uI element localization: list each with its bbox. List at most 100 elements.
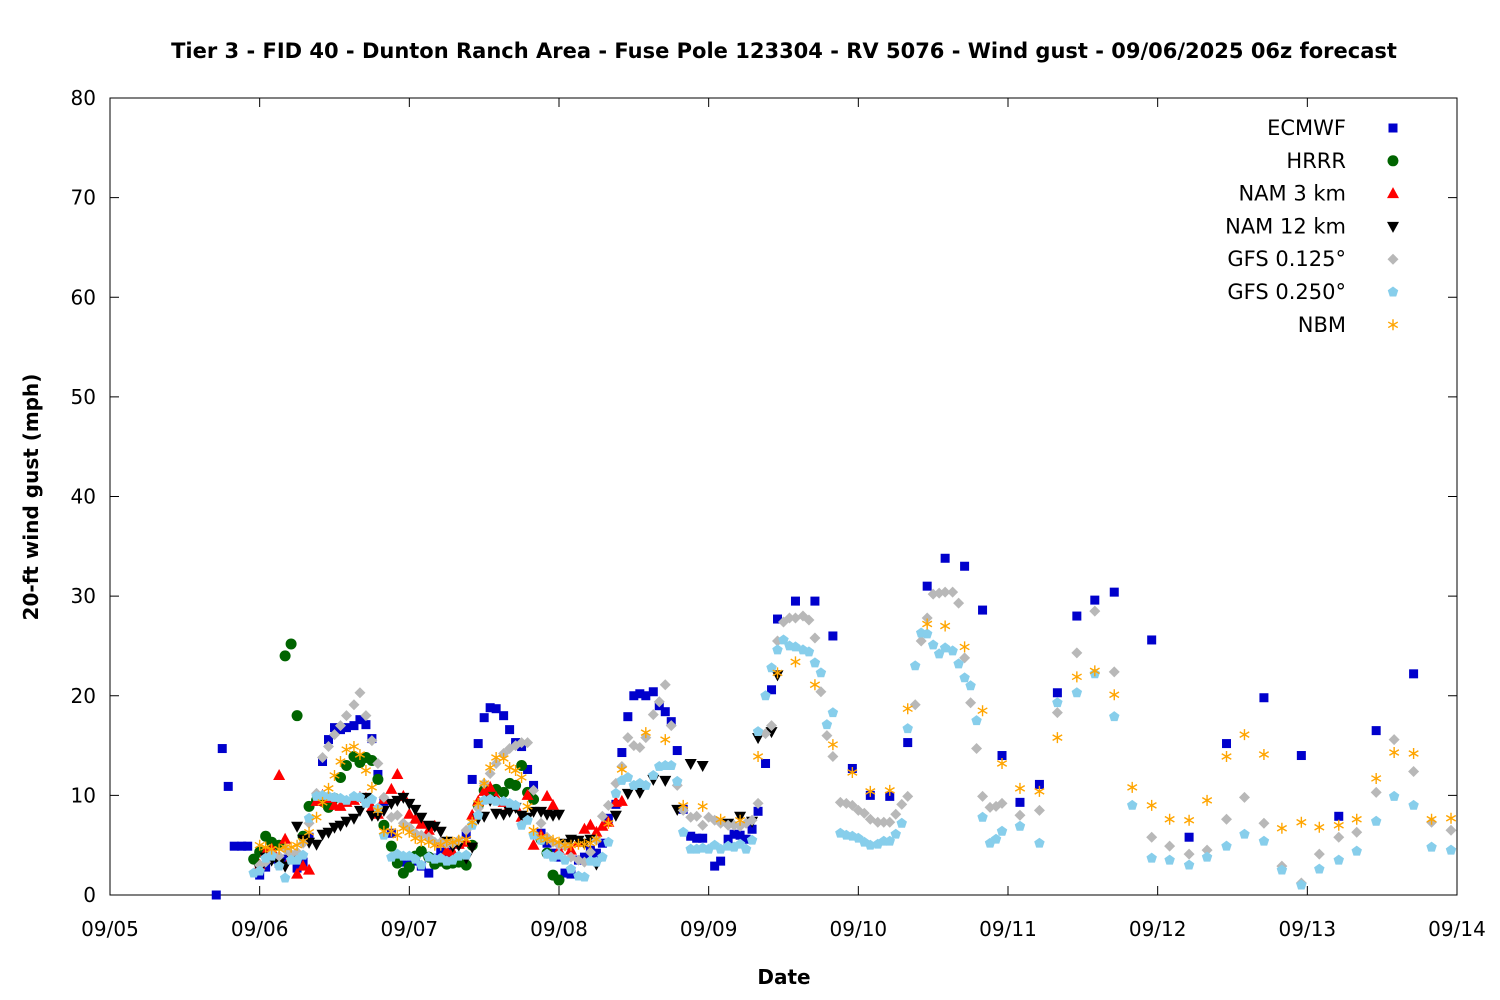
data-point xyxy=(603,817,614,829)
data-point xyxy=(1426,841,1437,852)
data-point xyxy=(884,816,896,828)
data-point xyxy=(285,638,297,650)
data-point xyxy=(505,725,515,735)
data-point xyxy=(678,799,689,811)
data-point xyxy=(1351,813,1362,825)
data-point xyxy=(340,759,352,771)
data-point xyxy=(640,727,651,739)
data-point xyxy=(827,751,839,763)
data-point xyxy=(1071,671,1082,683)
data-point xyxy=(491,704,501,714)
data-point xyxy=(960,561,970,571)
data-point xyxy=(790,596,800,606)
data-point xyxy=(729,829,739,839)
data-point xyxy=(697,819,709,831)
data-point xyxy=(578,822,591,834)
data-point xyxy=(547,834,559,846)
data-point xyxy=(1146,852,1157,863)
data-point xyxy=(523,764,533,774)
data-point xyxy=(978,605,988,615)
data-point xyxy=(1314,863,1325,874)
data-point xyxy=(1313,848,1325,860)
data-point xyxy=(467,774,477,784)
data-point xyxy=(322,827,335,839)
data-point xyxy=(1034,779,1044,789)
data-point xyxy=(684,758,697,770)
data-point xyxy=(280,854,290,864)
data-point xyxy=(752,726,764,737)
data-point xyxy=(660,707,670,717)
data-point xyxy=(479,777,490,789)
legend-label: GFS 0.125° xyxy=(1227,247,1346,271)
data-point xyxy=(971,715,982,726)
data-point xyxy=(428,821,441,833)
data-point xyxy=(765,727,778,739)
legend-marker xyxy=(1387,155,1399,167)
data-point xyxy=(965,697,977,709)
data-point xyxy=(672,746,682,756)
y-axis-label: 20-ft wind gust (mph) xyxy=(19,374,43,621)
data-point xyxy=(616,763,627,775)
data-point xyxy=(1258,817,1270,829)
data-point xyxy=(591,848,601,858)
data-point xyxy=(635,689,645,699)
data-point xyxy=(1296,751,1306,761)
data-point xyxy=(1090,595,1100,605)
data-point xyxy=(1127,781,1138,793)
data-point xyxy=(279,832,292,844)
data-point xyxy=(828,631,838,641)
data-point xyxy=(334,720,346,732)
data-point xyxy=(434,826,447,838)
legend-label: NAM 12 km xyxy=(1225,214,1346,238)
data-point xyxy=(535,831,547,843)
data-point xyxy=(485,761,496,773)
data-point xyxy=(354,791,366,802)
data-point xyxy=(274,843,285,855)
data-point xyxy=(1014,809,1026,821)
data-point xyxy=(547,798,560,810)
data-point xyxy=(1034,785,1045,797)
data-point xyxy=(460,849,472,860)
x-tick-label: 09/05 xyxy=(81,917,139,941)
x-tick-label: 09/14 xyxy=(1428,917,1486,941)
data-point xyxy=(778,634,789,645)
data-point xyxy=(597,851,608,862)
data-point xyxy=(591,833,602,845)
data-point xyxy=(303,863,316,875)
data-point xyxy=(590,825,603,837)
data-point xyxy=(409,804,422,816)
data-point xyxy=(677,826,689,837)
data-point xyxy=(1314,821,1325,833)
data-point xyxy=(273,768,286,780)
data-point xyxy=(803,646,815,657)
data-point xyxy=(767,685,777,695)
data-point xyxy=(1221,840,1232,851)
data-point xyxy=(1445,812,1457,824)
data-point xyxy=(324,735,334,745)
y-tick-label: 20 xyxy=(71,684,96,708)
data-point xyxy=(484,780,497,792)
data-point xyxy=(921,628,933,639)
data-point xyxy=(353,805,366,817)
data-point xyxy=(341,794,352,805)
data-point xyxy=(266,850,277,861)
data-point xyxy=(922,581,932,591)
data-point xyxy=(485,703,495,713)
data-point xyxy=(510,799,521,810)
data-point xyxy=(1408,799,1419,810)
data-point xyxy=(734,814,746,826)
data-point xyxy=(1276,822,1288,834)
data-point xyxy=(340,710,352,722)
data-point xyxy=(415,812,428,824)
legend-label: GFS 0.250° xyxy=(1227,280,1346,304)
data-point xyxy=(1389,747,1400,759)
data-point xyxy=(297,859,310,871)
data-point xyxy=(260,841,271,853)
data-point xyxy=(902,723,913,734)
data-point xyxy=(254,839,265,851)
data-point xyxy=(273,850,285,862)
data-point xyxy=(902,790,914,802)
data-point xyxy=(927,639,939,650)
data-point xyxy=(596,810,608,822)
